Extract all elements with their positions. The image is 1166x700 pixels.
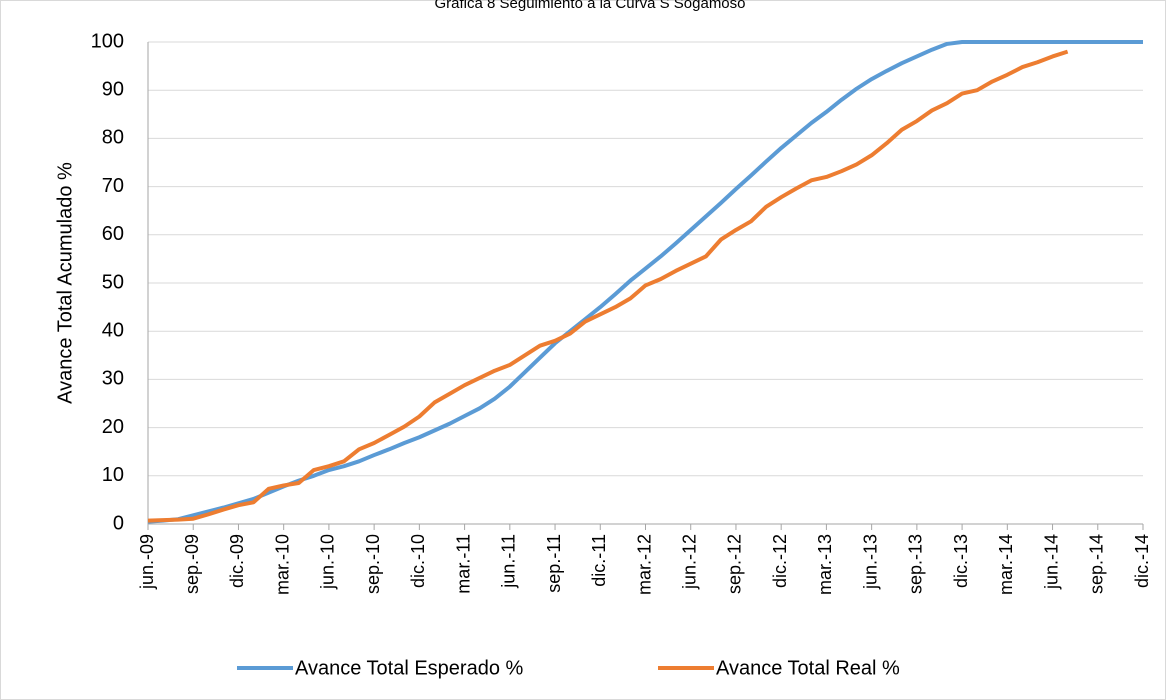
x-tick-label: dic.-11 bbox=[589, 534, 609, 587]
y-tick-label: 40 bbox=[102, 319, 124, 341]
x-tick-label: dic.-13 bbox=[951, 534, 971, 588]
x-tick-label: jun.-12 bbox=[679, 534, 699, 590]
x-tick-label: dic.-12 bbox=[770, 534, 790, 588]
legend-item: Avance Total Real % bbox=[658, 657, 900, 679]
x-tick-label: jun.-09 bbox=[137, 534, 157, 590]
x-tick-label: jun.-10 bbox=[318, 534, 338, 590]
y-tick-label: 20 bbox=[102, 416, 124, 438]
y-tick-label: 70 bbox=[102, 175, 124, 197]
y-tick-label: 30 bbox=[102, 368, 124, 390]
x-tick-label: sep.-14 bbox=[1087, 534, 1107, 594]
x-tick-label: jun.-11 bbox=[499, 534, 519, 589]
y-tick-label: 10 bbox=[102, 464, 124, 486]
legend-item: Avance Total Esperado % bbox=[237, 657, 524, 679]
x-tick-label: mar.-10 bbox=[272, 534, 292, 595]
x-tick-label: jun.-13 bbox=[860, 534, 880, 590]
y-tick-label: 60 bbox=[102, 223, 124, 245]
legend-label: Avance Total Real % bbox=[716, 657, 900, 679]
x-tick-label: sep.-11 bbox=[544, 534, 564, 593]
x-tick-label: mar.-13 bbox=[815, 534, 835, 595]
y-tick-label: 100 bbox=[91, 30, 124, 52]
x-tick-label: dic.-14 bbox=[1132, 534, 1152, 588]
x-tick-label: mar.-12 bbox=[634, 534, 654, 595]
x-tick-label: mar.-11 bbox=[453, 534, 473, 594]
y-tick-label: 90 bbox=[102, 78, 124, 100]
legend-label: Avance Total Esperado % bbox=[295, 657, 524, 679]
series-line bbox=[147, 49, 1069, 523]
x-tick-label: sep.-13 bbox=[906, 534, 926, 594]
x-tick-label: dic.-09 bbox=[227, 534, 247, 588]
y-tick-label: 0 bbox=[113, 512, 124, 534]
x-tick-label: mar.-14 bbox=[996, 534, 1016, 595]
x-tick-label: sep.-12 bbox=[725, 534, 745, 594]
x-tick-label: sep.-09 bbox=[182, 534, 202, 594]
series-line bbox=[147, 40, 1143, 524]
y-tick-label: 50 bbox=[102, 271, 124, 293]
y-axis-title: Avance Total Acumulado % bbox=[54, 162, 76, 404]
x-tick-label: jun.-14 bbox=[1041, 534, 1061, 590]
x-tick-label: sep.-10 bbox=[363, 534, 383, 594]
chart-title: Gráfica 8 Seguimiento a la Curva S Sogam… bbox=[435, 0, 746, 12]
y-tick-label: 80 bbox=[102, 127, 124, 149]
x-tick-label: dic.-10 bbox=[408, 534, 428, 588]
